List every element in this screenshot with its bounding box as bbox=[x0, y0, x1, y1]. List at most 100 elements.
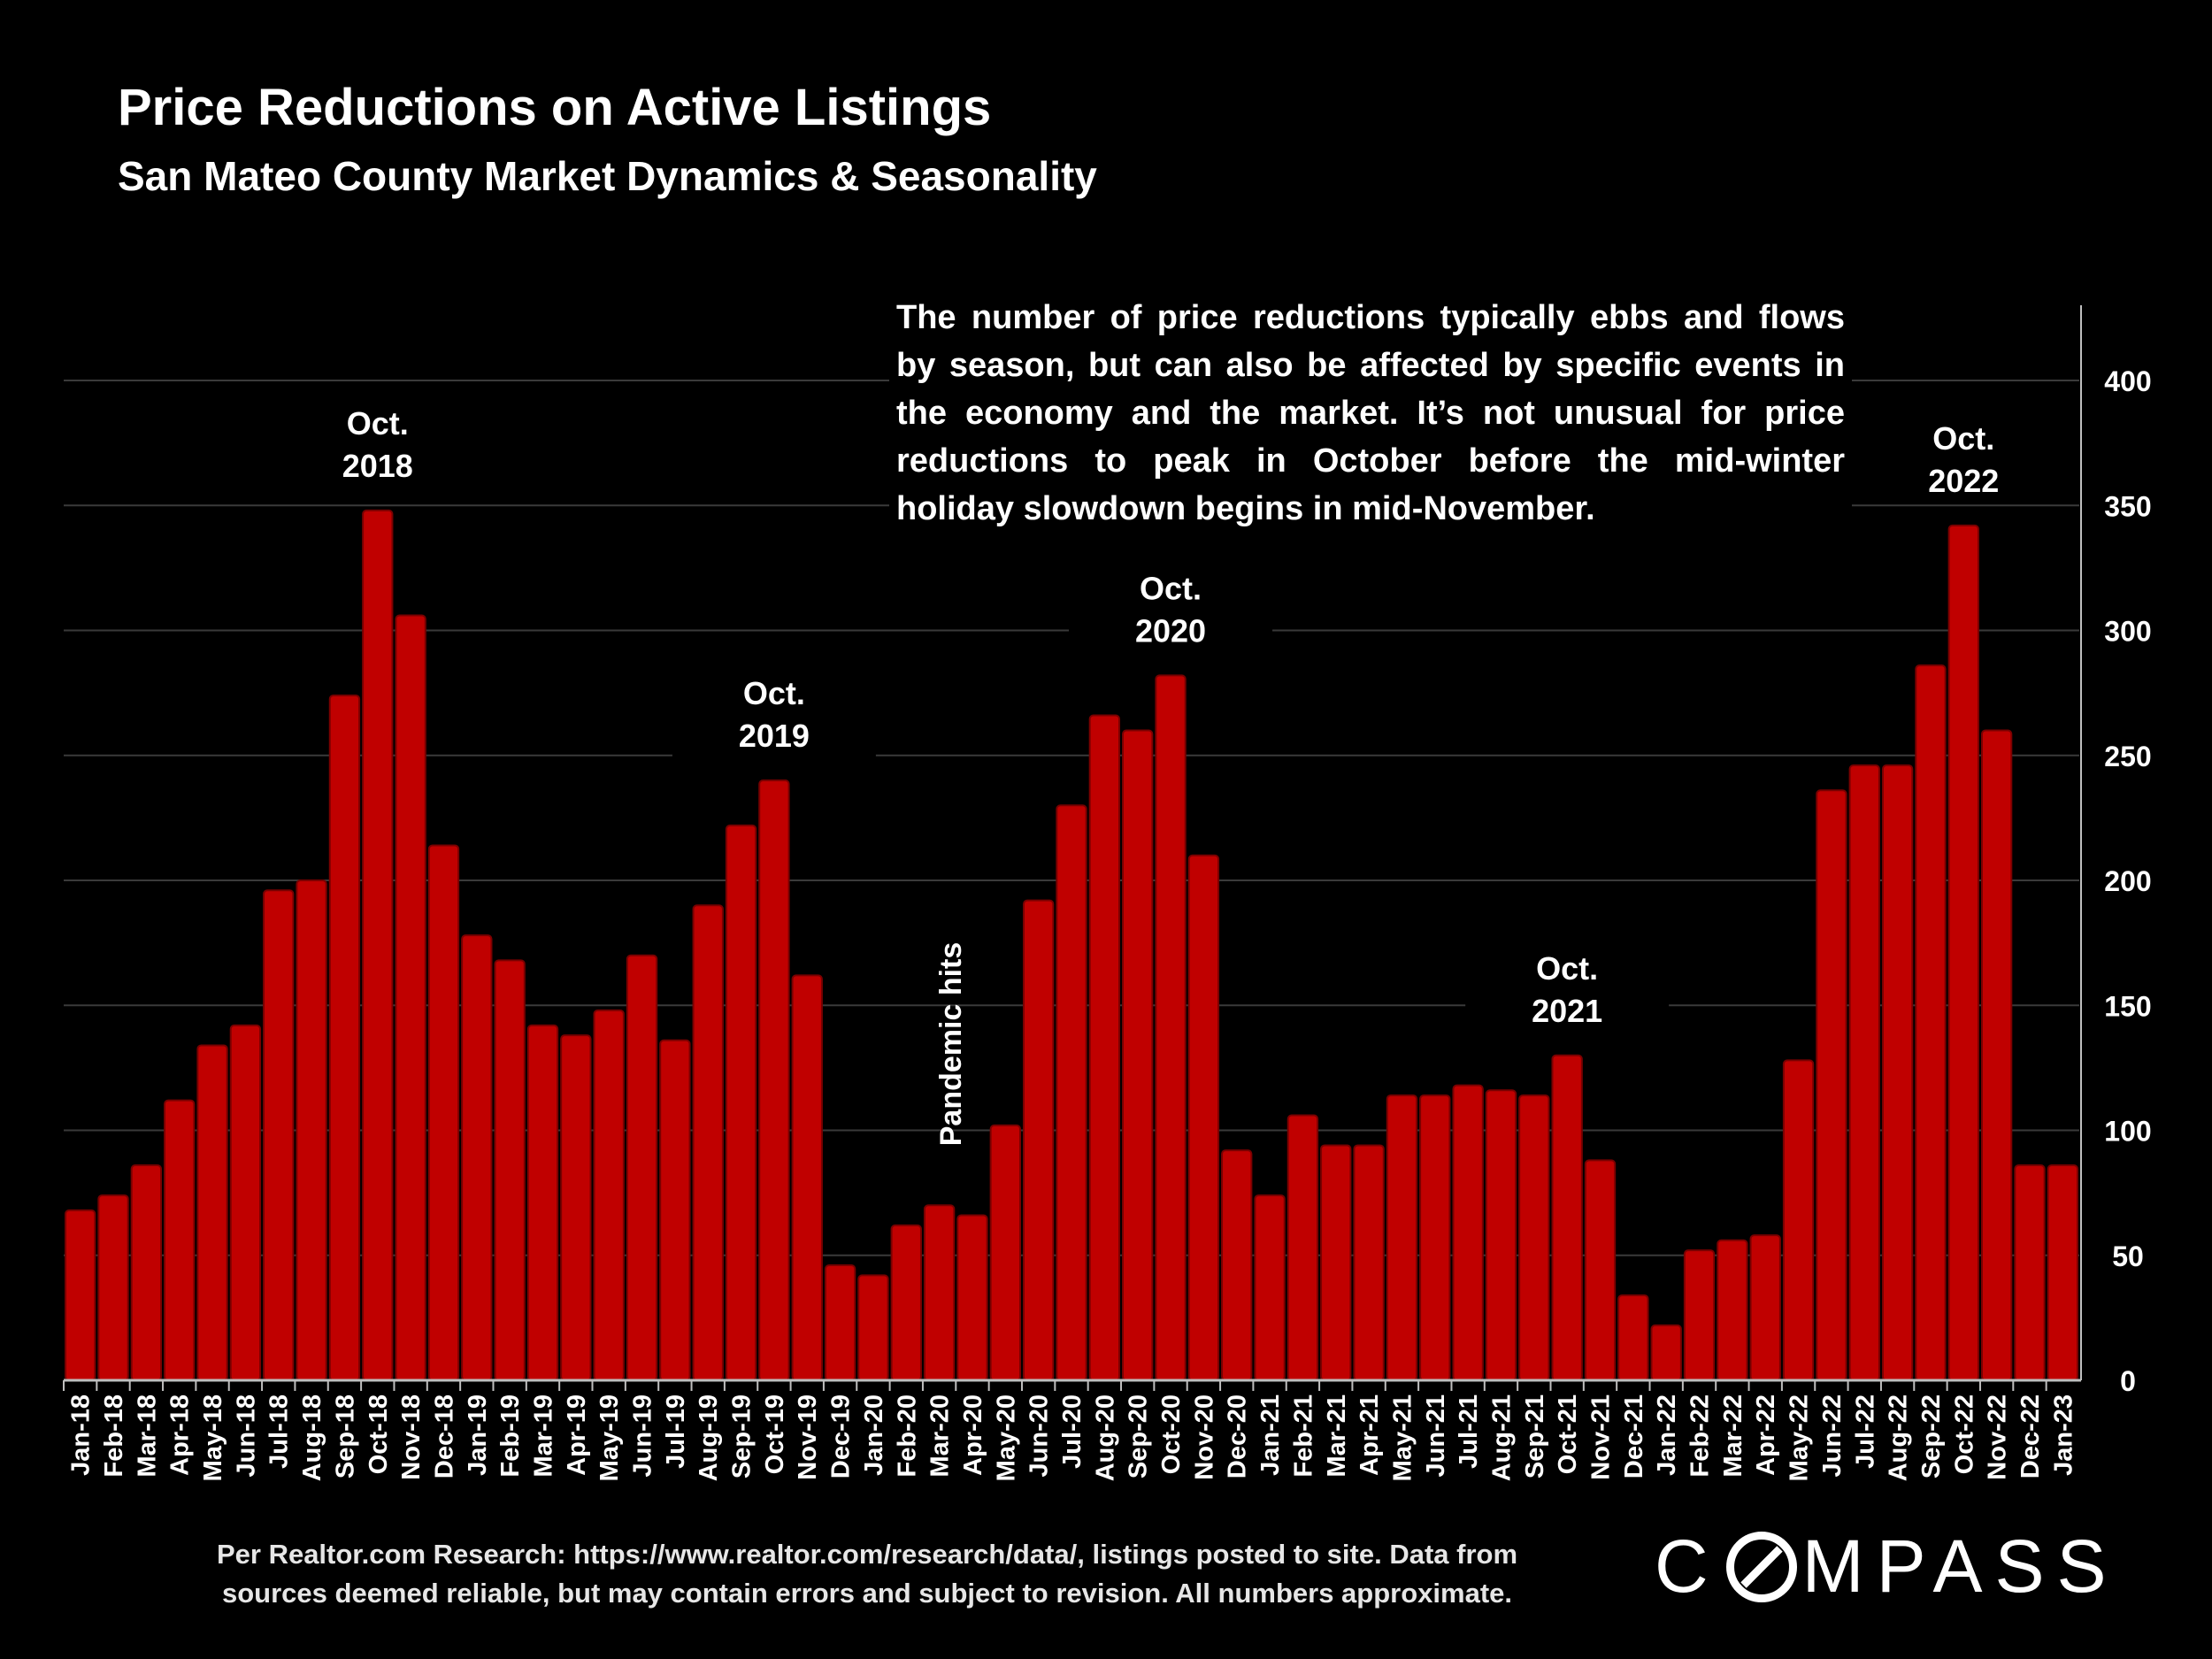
y-tick-label: 50 bbox=[2112, 1240, 2144, 1272]
bar bbox=[1749, 1234, 1781, 1382]
annotation-bg bbox=[1465, 931, 1670, 1034]
x-tick-label: Feb-21 bbox=[1289, 1394, 1317, 1477]
x-tick-label: Feb-18 bbox=[100, 1394, 128, 1477]
bar bbox=[725, 824, 757, 1381]
bar bbox=[1782, 1059, 1815, 1382]
annotation-label: Oct. bbox=[1536, 950, 1598, 987]
annotation-label: 2020 bbox=[1135, 612, 1206, 649]
x-tick-label: Oct-19 bbox=[761, 1394, 789, 1474]
bar bbox=[1848, 764, 1880, 1381]
x-tick-label: May-22 bbox=[1786, 1394, 1814, 1481]
y-tick-label: 200 bbox=[2104, 865, 2151, 897]
x-tick-label: Apr-19 bbox=[563, 1394, 591, 1476]
x-tick-label: May-18 bbox=[199, 1394, 227, 1481]
annotation-bg bbox=[672, 657, 876, 759]
bar bbox=[1617, 1294, 1649, 1381]
bar bbox=[395, 614, 426, 1381]
y-tick-label: 100 bbox=[2104, 1116, 2151, 1148]
x-tick-label: Aug-18 bbox=[298, 1394, 326, 1481]
x-tick-label: Aug-22 bbox=[1885, 1394, 1913, 1481]
x-tick-label: Mar-18 bbox=[133, 1394, 161, 1478]
x-tick-label: Dec-22 bbox=[2016, 1394, 2045, 1479]
logo-text-start: C bbox=[1655, 1525, 1721, 1608]
bar bbox=[164, 1099, 196, 1381]
x-tick-label: Mar-22 bbox=[1719, 1394, 1747, 1478]
x-tick-label: Sep-21 bbox=[1521, 1394, 1549, 1479]
x-tick-label: Nov-22 bbox=[1984, 1394, 2012, 1480]
bar bbox=[1122, 729, 1154, 1381]
bar bbox=[1286, 1114, 1319, 1382]
x-tick-label: Oct-18 bbox=[365, 1394, 393, 1474]
x-tick-label: Jun-20 bbox=[1025, 1394, 1054, 1477]
bar bbox=[791, 974, 823, 1381]
x-tick-label: Dec-20 bbox=[1224, 1394, 1252, 1479]
bar bbox=[130, 1164, 163, 1382]
annotation-bg bbox=[275, 386, 480, 489]
annotation-label: 2019 bbox=[739, 718, 810, 754]
chart-title: Price Reductions on Active Listings bbox=[118, 79, 992, 136]
bar bbox=[956, 1214, 988, 1382]
x-tick-label: Jan-20 bbox=[860, 1394, 888, 1476]
x-tick-label: Jul-18 bbox=[265, 1394, 294, 1469]
x-tick-label: Jan-19 bbox=[464, 1394, 492, 1476]
bar bbox=[1485, 1089, 1517, 1382]
x-tick-label: Jan-18 bbox=[67, 1394, 96, 1476]
x-tick-label: Jan-22 bbox=[1653, 1394, 1681, 1476]
bar bbox=[1386, 1094, 1418, 1381]
bar bbox=[1254, 1194, 1286, 1381]
bar bbox=[263, 889, 295, 1381]
x-tick-label: Dec-19 bbox=[827, 1394, 856, 1479]
x-tick-label: Jun-22 bbox=[1818, 1394, 1847, 1477]
bar bbox=[1221, 1149, 1253, 1381]
x-tick-label: Apr-21 bbox=[1356, 1394, 1384, 1476]
annotation-label: Oct. bbox=[1140, 570, 1202, 606]
x-tick-label: Nov-21 bbox=[1587, 1394, 1616, 1480]
bar bbox=[890, 1224, 922, 1381]
x-tick-label: Feb-19 bbox=[496, 1394, 525, 1477]
y-tick-label: 350 bbox=[2104, 490, 2151, 522]
bar bbox=[692, 904, 724, 1381]
bar bbox=[328, 694, 361, 1381]
bar bbox=[1155, 674, 1187, 1381]
footnote-line-1: Per Realtor.com Research: https://www.re… bbox=[216, 1539, 1518, 1570]
bar bbox=[1947, 524, 1979, 1381]
x-tick-label: Mar-20 bbox=[926, 1394, 955, 1478]
compass-logo: C MPASS bbox=[1655, 1524, 2119, 1609]
x-tick-label: Mar-21 bbox=[1323, 1394, 1351, 1478]
bar bbox=[427, 844, 460, 1381]
bar bbox=[1551, 1054, 1583, 1381]
x-tick-label: Apr-22 bbox=[1752, 1394, 1780, 1476]
bar bbox=[1584, 1159, 1617, 1382]
bar bbox=[1419, 1094, 1451, 1381]
bar bbox=[1915, 664, 1947, 1381]
annotation-label: 2021 bbox=[1532, 993, 1602, 1029]
bar bbox=[824, 1264, 856, 1382]
annotation-label: Oct. bbox=[347, 405, 409, 442]
bar bbox=[1881, 764, 1914, 1381]
x-tick-label: Jul-22 bbox=[1851, 1394, 1879, 1469]
annotation-bg bbox=[1069, 551, 1273, 655]
x-tick-label: Apr-18 bbox=[166, 1394, 195, 1476]
bar bbox=[229, 1024, 262, 1381]
annotation-label: 2022 bbox=[1928, 463, 1999, 499]
annotation-label: 2018 bbox=[342, 448, 413, 484]
explanatory-callout: The number of price reductions typically… bbox=[889, 292, 1852, 534]
y-tick-label: 400 bbox=[2104, 365, 2151, 397]
x-tick-label: Nov-20 bbox=[1190, 1394, 1218, 1480]
bar bbox=[857, 1274, 889, 1381]
x-tick-label: Aug-21 bbox=[1487, 1394, 1516, 1481]
annotation-label: Pandemic hits bbox=[934, 942, 968, 1147]
bar bbox=[2014, 1164, 2046, 1382]
bar bbox=[1452, 1084, 1484, 1382]
bar bbox=[560, 1034, 592, 1382]
bar bbox=[923, 1204, 956, 1381]
bar bbox=[593, 1009, 625, 1382]
bar bbox=[1717, 1239, 1748, 1382]
x-tick-label: Apr-20 bbox=[959, 1394, 987, 1476]
bar bbox=[526, 1024, 559, 1381]
bar bbox=[1088, 714, 1121, 1381]
x-tick-label: Dec-21 bbox=[1620, 1394, 1648, 1479]
bar bbox=[659, 1039, 691, 1382]
y-tick-label: 0 bbox=[2120, 1365, 2136, 1397]
